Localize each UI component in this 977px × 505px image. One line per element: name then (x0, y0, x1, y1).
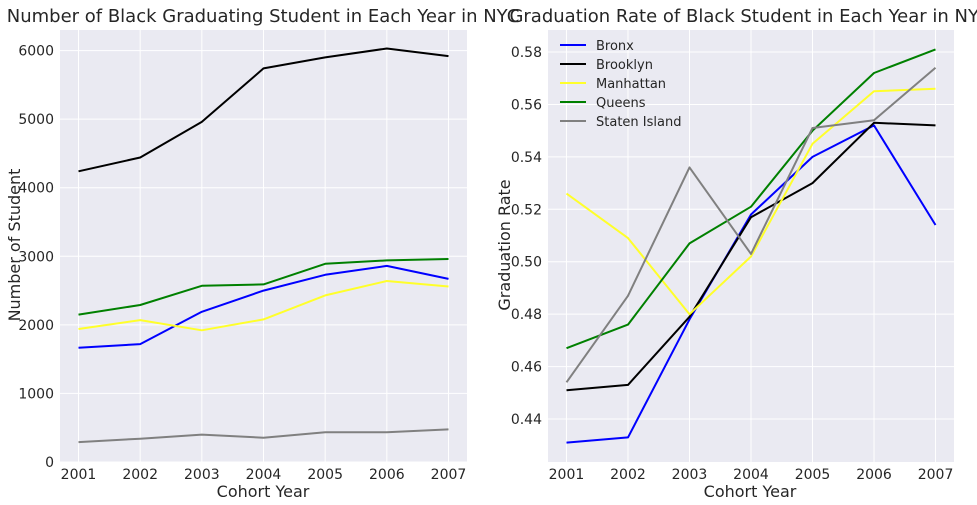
y-tick-label: 1000 (18, 386, 54, 402)
x-tick-label: 2004 (733, 467, 769, 483)
x-tick-label: 2006 (369, 467, 405, 483)
y-tick-label: 0.50 (511, 255, 542, 271)
y-tick-label: 0 (45, 455, 54, 471)
y-tick-label: 0.52 (511, 202, 542, 218)
x-tick-label: 2006 (856, 467, 892, 483)
y-tick-label: 0.46 (511, 360, 542, 376)
series-line-bronx (566, 124, 937, 444)
series-line-brooklyn (566, 121, 936, 392)
plot-area: 0 1000 2000 3000 4000 5000 6000 2001 2002 2003 200… (18, 30, 467, 483)
y-tick-label: 0.48 (511, 307, 542, 323)
series-line-4 (78, 428, 449, 444)
x-tick-label: 2005 (795, 467, 831, 483)
series-line-queens (566, 48, 936, 350)
legend: Bronx Brooklyn Manhattan Queens Staten Islan… (560, 39, 681, 130)
x-tick-label: 2007 (431, 467, 467, 483)
chart-title: Graduation Rate of Black Student in Each… (509, 6, 977, 27)
y-tick-label: 0.56 (511, 97, 542, 113)
series-line-1 (78, 47, 449, 173)
y-axis-label: Number of Student (5, 169, 24, 322)
graduation-rate-chart: 0.44 0.46 0.48 0.50 0.52 0.54 0.56 0.58 2001 2002… (495, 6, 977, 501)
x-tick-label: 2005 (307, 467, 343, 483)
series-line-2 (78, 280, 449, 332)
student-count-chart: 0 1000 2000 3000 4000 5000 6000 2001 2002 2003 200… (5, 6, 519, 501)
y-tick-label: 0.44 (511, 412, 542, 428)
x-axis-label: Cohort Year (704, 482, 797, 501)
y-tick-label: 0.58 (511, 45, 542, 61)
x-tick-label: 2003 (672, 467, 708, 483)
legend-label: Bronx (596, 39, 634, 54)
y-tick-label: 0.54 (511, 150, 542, 166)
y-tick-label: 6000 (18, 44, 54, 60)
y-tick-label: 2000 (18, 318, 54, 334)
x-tick-label: 2002 (122, 467, 158, 483)
series-line-3 (78, 258, 449, 316)
x-tick-label: 2004 (246, 467, 282, 483)
legend-label: Queens (596, 96, 646, 111)
legend-label: Staten Island (596, 115, 681, 130)
series-line-staten-island (565, 66, 937, 383)
legend-label: Brooklyn (596, 58, 653, 73)
plot-area: 0.44 0.46 0.48 0.50 0.52 0.54 0.56 0.58 2001 2002… (511, 30, 954, 483)
x-tick-label: 2001 (549, 467, 585, 483)
y-tick-label: 3000 (18, 249, 54, 265)
y-tick-label: 5000 (18, 112, 54, 128)
x-axis-label: Cohort Year (217, 482, 310, 501)
series-line-manhattan (565, 87, 936, 316)
series-line-0 (78, 264, 449, 349)
x-tick-label: 2001 (61, 467, 97, 483)
x-tick-label: 2003 (184, 467, 220, 483)
chart-title: Number of Black Graduating Student in Ea… (7, 6, 520, 27)
legend-label: Manhattan (596, 77, 666, 92)
y-axis-label: Graduation Rate (495, 179, 514, 310)
y-tick-label: 4000 (18, 181, 54, 197)
x-tick-label: 2002 (610, 467, 646, 483)
x-tick-label: 2007 (918, 467, 954, 483)
